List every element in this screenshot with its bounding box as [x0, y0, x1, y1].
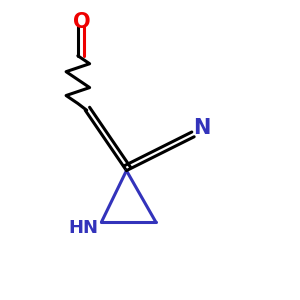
Text: HN: HN [69, 219, 99, 237]
Text: N: N [193, 118, 210, 138]
Text: O: O [74, 12, 91, 32]
